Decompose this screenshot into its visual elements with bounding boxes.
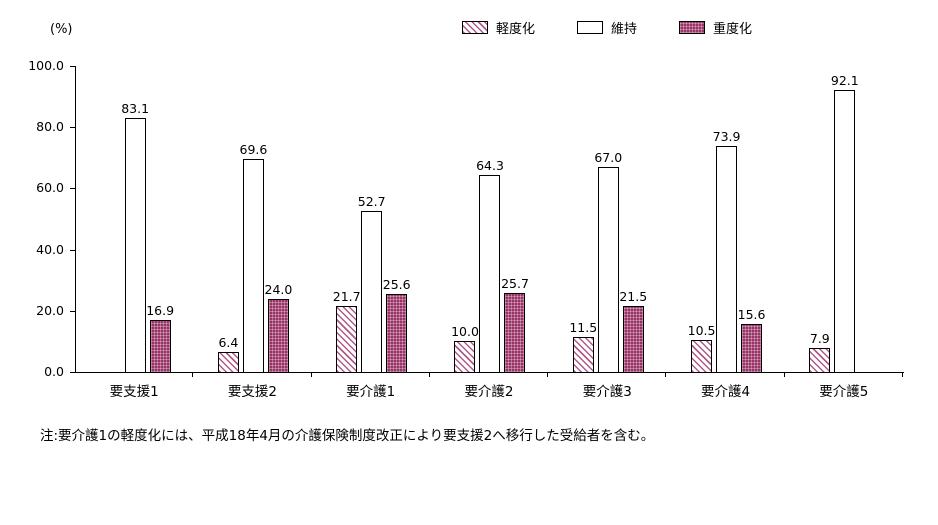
bar-plain: 73.9	[713, 129, 740, 372]
bar-hatched: 7.9	[809, 331, 831, 372]
bar-plain: 92.1	[831, 73, 859, 372]
y-tick-label: 100.0	[28, 58, 64, 73]
bar-hatched: 6.4	[217, 335, 239, 372]
bar-value-label: 52.7	[357, 193, 386, 209]
y-tick-mark	[70, 66, 75, 67]
x-tick-label: 要支援2	[227, 384, 277, 400]
bar-group: 10.0 64.3 25.7	[431, 66, 549, 372]
bar-dotted: 16.9	[146, 303, 174, 372]
bar-hatched: 11.5	[569, 320, 597, 372]
legend-item: 維持	[577, 18, 637, 37]
y-tick-mark	[70, 127, 75, 129]
x-tick-mark	[547, 373, 549, 377]
bar-value-label: 69.6	[239, 142, 268, 158]
bar-plain: 83.1	[121, 101, 149, 372]
bar-value-label: 83.1	[121, 100, 150, 116]
y-tick-mark	[70, 188, 75, 190]
legend-label: 重度化	[713, 22, 753, 37]
legend-swatch-hatched	[462, 21, 488, 34]
x-tick-mark	[902, 373, 903, 377]
bar-group: 6.4 69.6 24.0	[194, 66, 312, 372]
bar-plain: 67.0	[594, 150, 622, 372]
bar-plain: 64.3	[476, 158, 504, 372]
bar-value-label: 67.0	[594, 149, 623, 165]
bar-group: 10.5 73.9 15.6	[667, 66, 785, 372]
bar-hatched: 10.0	[451, 324, 479, 372]
y-tick-label: 20.0	[36, 302, 64, 318]
legend-swatch-plain	[577, 21, 604, 34]
y-tick-mark	[70, 249, 75, 251]
bar-group: 21.7 52.7 25.6	[313, 66, 431, 372]
x-axis-labels: 要支援1 要支援2 要介護1 要介護2 要介護3 要介護4 要介護5	[75, 380, 903, 400]
y-tick-label: 0.0	[44, 364, 64, 379]
bar-value-label: 6.4	[218, 335, 239, 351]
bar-value-label: 11.5	[569, 319, 598, 335]
bar-value-label: 21.5	[619, 289, 648, 305]
bar-hatched: 21.7	[333, 289, 361, 372]
bar-value-label: 10.5	[687, 322, 716, 338]
legend-label: 維持	[611, 22, 638, 37]
bar-value-label: 10.0	[451, 324, 479, 340]
bar-dotted: 25.6	[383, 277, 411, 372]
bar-value-label: 92.1	[830, 73, 859, 89]
bar-groups: 83.1 16.9 6.4 69.6 24.0 21.7 52.7 25.6 10.0 64.3 2…	[76, 66, 904, 372]
bar-dotted: 24.0	[265, 282, 292, 372]
x-tick-label: 要介護3	[582, 384, 632, 400]
x-tick-mark	[665, 373, 667, 377]
x-tick-mark	[783, 373, 785, 377]
bar-dotted: 25.7	[501, 276, 529, 372]
legend-swatch-dotted	[679, 21, 706, 34]
y-tick-mark	[70, 372, 75, 373]
footnote-text: 注:要介護1の軽度化には、平成18年4月の介護保険制度改正により要支援2へ移行し…	[40, 428, 655, 444]
y-axis-unit-label: (%)	[50, 22, 73, 37]
bar-plain: 69.6	[240, 142, 267, 372]
x-tick-label: 要介護1	[346, 384, 396, 400]
bar-value-label: 64.3	[476, 158, 504, 174]
bar-dotted: 21.5	[619, 289, 647, 372]
bar-group: 83.1 16.9	[76, 66, 194, 372]
bar-plain: 52.7	[358, 194, 386, 372]
y-tick-label: 80.0	[36, 119, 64, 135]
x-tick-label: 要支援1	[109, 384, 159, 400]
x-tick-label: 要介護2	[464, 384, 514, 400]
legend-item: 軽度化	[462, 18, 535, 37]
bar-dotted: 15.6	[738, 307, 765, 372]
bar-value-label: 16.9	[146, 303, 175, 319]
y-tick-label: 40.0	[36, 241, 64, 257]
legend-label: 軽度化	[496, 22, 536, 37]
plot-area: 83.1 16.9 6.4 69.6 24.0 21.7 52.7 25.6 10.0 64.3 2…	[75, 66, 904, 373]
x-tick-label: 要介護4	[701, 384, 751, 400]
bar-value-label: 15.6	[737, 307, 766, 323]
x-tick-mark	[192, 373, 194, 377]
x-tick-mark	[310, 373, 312, 377]
bar-value-label: 7.9	[809, 330, 830, 346]
bar-value-label: 25.7	[501, 276, 529, 292]
bar-value-label: 24.0	[264, 281, 293, 297]
bar-value-label: 73.9	[712, 128, 741, 144]
x-tick-label: 要介護5	[819, 384, 869, 400]
bar-hatched: 10.5	[688, 323, 715, 372]
legend: 軽度化 維持 重度化	[462, 18, 752, 37]
bar-group: 11.5 67.0 21.5	[549, 66, 667, 372]
y-tick-label: 60.0	[36, 180, 64, 196]
bar-value-label: 21.7	[332, 288, 361, 304]
bar-value-label: 25.6	[382, 276, 411, 292]
y-tick-mark	[70, 310, 75, 312]
bar-group: 7.9 92.1	[786, 66, 904, 372]
legend-item: 重度化	[679, 18, 752, 37]
x-tick-mark	[428, 373, 430, 377]
